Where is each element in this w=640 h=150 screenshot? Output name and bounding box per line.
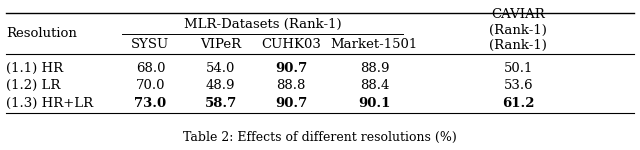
Text: 70.0: 70.0: [136, 79, 165, 92]
Text: CAVIAR: CAVIAR: [492, 9, 545, 21]
Text: 88.4: 88.4: [360, 79, 389, 92]
Text: (1.2) LR: (1.2) LR: [6, 79, 61, 92]
Text: 68.0: 68.0: [136, 62, 165, 75]
Text: 54.0: 54.0: [206, 62, 236, 75]
Text: 90.1: 90.1: [358, 97, 390, 110]
Text: 88.8: 88.8: [276, 79, 306, 92]
Text: (Rank-1): (Rank-1): [490, 24, 547, 37]
Text: Table 2: Effects of different resolutions (%): Table 2: Effects of different resolution…: [183, 131, 457, 144]
Text: 53.6: 53.6: [504, 79, 533, 92]
Text: (1.1) HR: (1.1) HR: [6, 62, 63, 75]
Text: VIPeR: VIPeR: [200, 39, 241, 51]
Text: CUHK03: CUHK03: [261, 39, 321, 51]
Text: 90.7: 90.7: [275, 62, 307, 75]
Text: 90.7: 90.7: [275, 97, 307, 110]
Text: 61.2: 61.2: [502, 97, 534, 110]
Text: 88.9: 88.9: [360, 62, 389, 75]
Text: Resolution: Resolution: [6, 27, 77, 40]
Text: MLR-Datasets (Rank-1): MLR-Datasets (Rank-1): [184, 18, 341, 31]
Text: (1.3) HR+LR: (1.3) HR+LR: [6, 97, 93, 110]
Text: 73.0: 73.0: [134, 97, 166, 110]
Text: Market-1501: Market-1501: [331, 39, 418, 51]
Text: 58.7: 58.7: [205, 97, 237, 110]
Text: 50.1: 50.1: [504, 62, 533, 75]
Text: 48.9: 48.9: [206, 79, 236, 92]
Text: SYSU: SYSU: [131, 39, 170, 51]
Text: (Rank-1): (Rank-1): [490, 39, 547, 51]
